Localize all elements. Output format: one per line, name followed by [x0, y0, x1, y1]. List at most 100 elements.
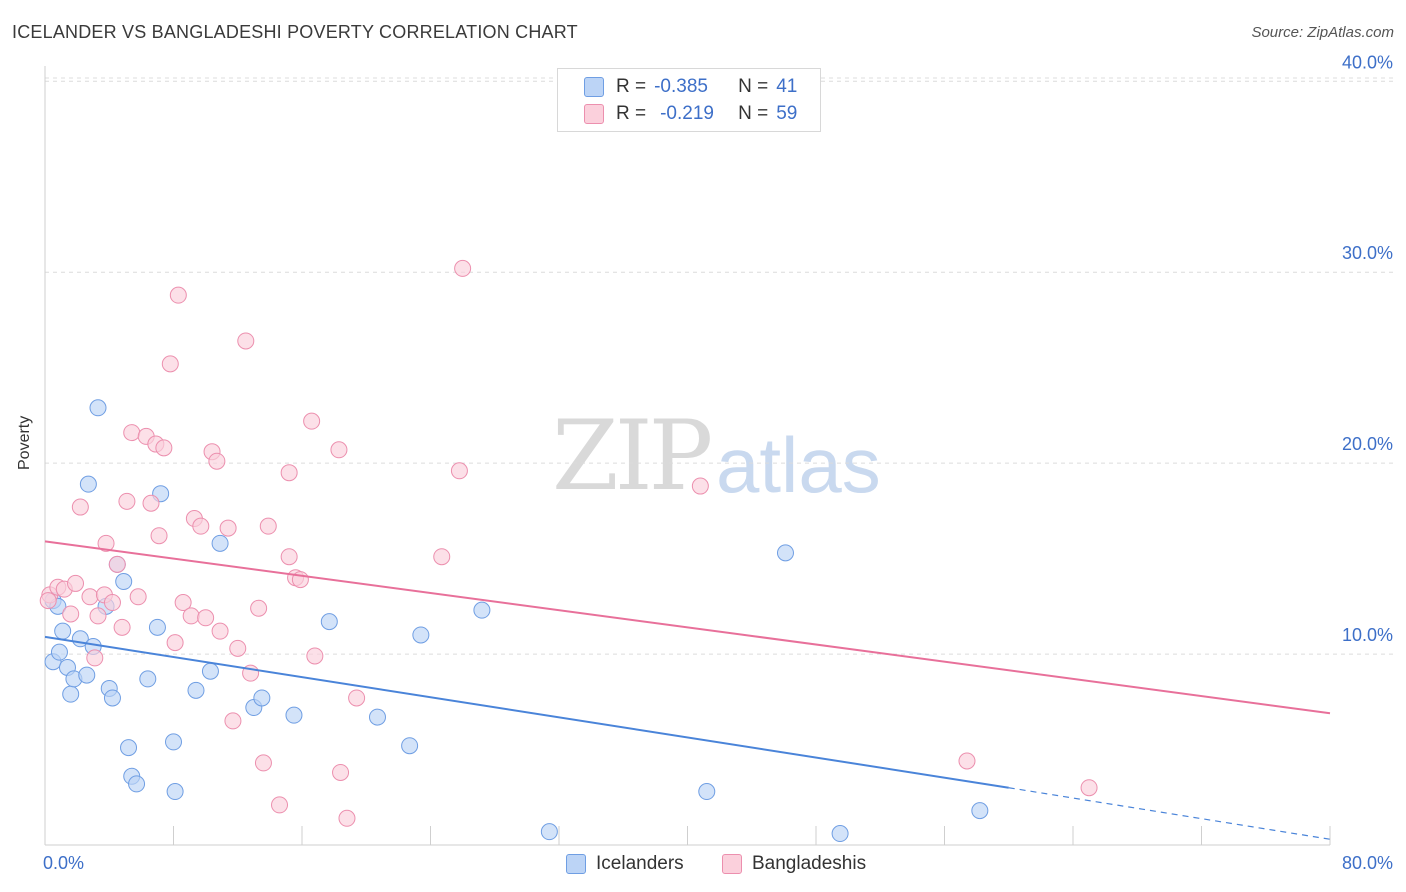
point-icelanders: [201, 662, 219, 680]
point-icelanders: [78, 666, 96, 684]
point-icelanders: [166, 783, 184, 801]
point-icelanders: [187, 681, 205, 699]
point-bangladeshis: [97, 534, 115, 552]
point-bangladeshis: [208, 452, 226, 470]
trendline-icelanders: [44, 635, 1009, 789]
y-tick-label: 30.0%: [1342, 243, 1393, 263]
legend-label: Icelanders: [596, 853, 684, 874]
r-label: R =: [616, 76, 647, 97]
n-label: N =: [738, 76, 769, 97]
point-icelanders: [698, 783, 716, 801]
point-bangladeshis: [39, 592, 57, 610]
point-icelanders: [120, 739, 138, 757]
point-bangladeshis: [259, 517, 277, 535]
point-icelanders: [253, 689, 271, 707]
point-bangladeshis: [211, 622, 229, 640]
point-bangladeshis: [192, 517, 210, 535]
point-bangladeshis: [271, 796, 289, 814]
legend-swatch-blue: [566, 854, 586, 874]
point-bangladeshis: [174, 594, 192, 612]
point-bangladeshis: [150, 527, 168, 545]
x-tick-label: 0.0%: [43, 853, 84, 873]
point-bangladeshis: [303, 412, 321, 430]
point-bangladeshis: [229, 639, 247, 657]
point-bangladeshis: [348, 689, 366, 707]
point-icelanders: [54, 622, 72, 640]
correlation-legend: R = -0.385 N = 41 R = -0.219 N = 59: [557, 68, 821, 132]
point-icelanders: [79, 475, 97, 493]
point-icelanders: [831, 825, 849, 843]
point-bangladeshis: [691, 477, 709, 495]
point-bangladeshis: [958, 752, 976, 770]
point-bangladeshis: [118, 492, 136, 510]
n-label: N =: [738, 103, 769, 124]
point-bangladeshis: [450, 462, 468, 480]
point-bangladeshis: [67, 574, 85, 592]
point-icelanders: [473, 601, 491, 619]
point-bangladeshis: [103, 594, 121, 612]
point-bangladeshis: [254, 754, 272, 772]
point-bangladeshis: [123, 424, 141, 442]
point-bangladeshis: [89, 607, 107, 625]
legend-item-icelanders[interactable]: Icelanders: [566, 852, 684, 876]
point-bangladeshis: [169, 286, 187, 304]
point-icelanders: [115, 573, 133, 591]
watermark-zip: ZIP: [552, 400, 713, 512]
legend-row-icelanders: R = -0.385 N = 41: [558, 74, 797, 100]
trendline-icelanders-extension: [1008, 787, 1331, 840]
point-icelanders: [139, 670, 157, 688]
point-bangladeshis: [62, 605, 80, 623]
point-bangladeshis: [330, 441, 348, 459]
r-value: -0.219: [660, 103, 714, 124]
point-icelanders: [776, 544, 794, 562]
n-value: 41: [776, 76, 798, 97]
point-bangladeshis: [338, 809, 356, 827]
point-bangladeshis: [454, 259, 472, 277]
point-bangladeshis: [219, 519, 237, 537]
point-bangladeshis: [237, 332, 255, 350]
point-bangladeshis: [108, 555, 126, 573]
point-icelanders: [62, 685, 80, 703]
source-label: Source: ZipAtlas.com: [1251, 24, 1394, 41]
point-icelanders: [50, 643, 68, 661]
point-icelanders: [211, 534, 229, 552]
point-bangladeshis: [306, 647, 324, 665]
point-bangladeshis: [81, 588, 99, 606]
point-icelanders: [412, 626, 430, 644]
point-bangladeshis: [332, 763, 350, 781]
point-bangladeshis: [161, 355, 179, 373]
y-tick-label: 40.0%: [1342, 52, 1393, 72]
watermark-atlas: atlas: [716, 421, 881, 509]
x-tick-label: 80.0%: [1342, 853, 1393, 873]
point-icelanders: [971, 802, 989, 820]
y-tick-label: 20.0%: [1342, 434, 1393, 454]
point-bangladeshis: [155, 439, 173, 457]
point-icelanders: [540, 823, 558, 841]
point-bangladeshis: [280, 464, 298, 482]
point-bangladeshis: [280, 548, 298, 566]
point-bangladeshis: [129, 588, 147, 606]
legend-row-bangladeshis: R = -0.219 N = 59: [558, 101, 797, 127]
point-bangladeshis: [71, 498, 89, 516]
point-bangladeshis: [142, 494, 160, 512]
point-icelanders: [368, 708, 386, 726]
point-icelanders: [89, 399, 107, 417]
r-label: R =: [616, 103, 647, 124]
point-icelanders: [165, 733, 182, 751]
chart-title: ICELANDER VS BANGLADESHI POVERTY CORRELA…: [12, 22, 578, 42]
point-icelanders: [103, 689, 121, 707]
point-icelanders: [128, 775, 146, 793]
r-value: -0.385: [654, 76, 708, 97]
point-bangladeshis: [224, 712, 242, 730]
point-bangladeshis: [166, 634, 184, 652]
legend-label: Bangladeshis: [752, 853, 867, 874]
legend-swatch-pink: [722, 854, 742, 874]
point-bangladeshis: [433, 548, 451, 566]
point-bangladeshis: [86, 649, 104, 667]
point-bangladeshis: [1080, 779, 1098, 797]
point-bangladeshis: [197, 609, 215, 627]
legend-item-bangladeshis[interactable]: Bangladeshis: [722, 852, 866, 876]
trendline-bangladeshis: [44, 540, 1331, 715]
n-value: 59: [776, 103, 798, 124]
